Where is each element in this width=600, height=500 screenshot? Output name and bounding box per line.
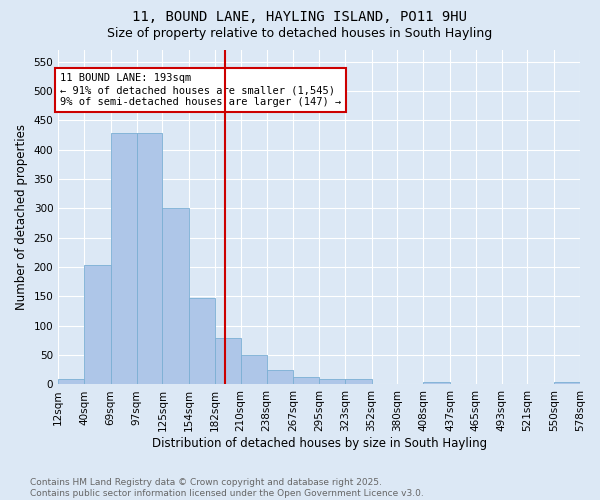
Y-axis label: Number of detached properties: Number of detached properties [15, 124, 28, 310]
Bar [215, 338, 241, 384]
Bar [554, 382, 580, 384]
Bar [319, 378, 345, 384]
Bar [423, 382, 450, 384]
Bar [189, 298, 215, 384]
Bar [345, 379, 371, 384]
Bar [293, 377, 319, 384]
Text: Contains HM Land Registry data © Crown copyright and database right 2025.
Contai: Contains HM Land Registry data © Crown c… [30, 478, 424, 498]
Text: 11, BOUND LANE, HAYLING ISLAND, PO11 9HU: 11, BOUND LANE, HAYLING ISLAND, PO11 9HU [133, 10, 467, 24]
Bar [84, 265, 111, 384]
Bar [111, 134, 137, 384]
Text: 11 BOUND LANE: 193sqm
← 91% of detached houses are smaller (1,545)
9% of semi-de: 11 BOUND LANE: 193sqm ← 91% of detached … [60, 74, 341, 106]
Bar [163, 208, 189, 384]
Bar [58, 378, 84, 384]
Bar [241, 355, 266, 384]
Bar [266, 370, 293, 384]
Text: Size of property relative to detached houses in South Hayling: Size of property relative to detached ho… [107, 28, 493, 40]
Bar [137, 134, 163, 384]
X-axis label: Distribution of detached houses by size in South Hayling: Distribution of detached houses by size … [152, 437, 487, 450]
